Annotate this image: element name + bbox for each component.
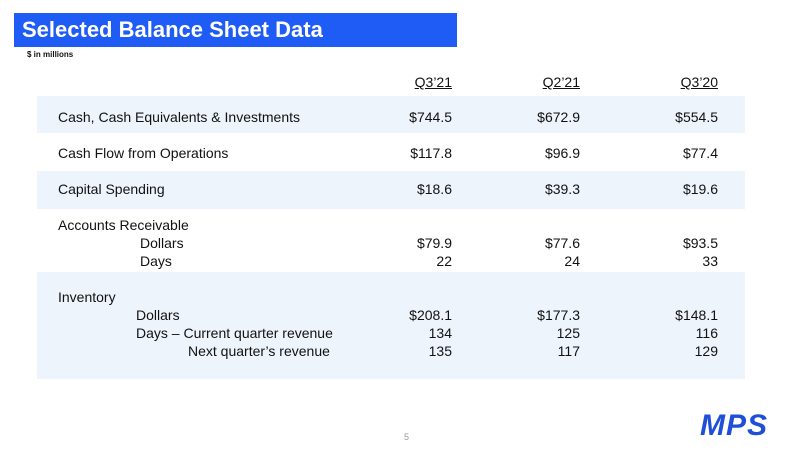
subtitle: $ in millions: [27, 50, 74, 59]
cell: 117: [557, 343, 580, 359]
cell: $554.5: [675, 109, 718, 125]
sub-row-label: Days: [140, 253, 172, 269]
cell: 125: [556, 325, 580, 341]
column-header: Q3’20: [680, 74, 718, 90]
cell: $96.9: [544, 145, 580, 161]
cell: $744.5: [409, 109, 452, 125]
sub-row-label: Dollars: [140, 235, 184, 251]
cell: $39.3: [544, 181, 580, 197]
cell: $148.1: [675, 307, 718, 323]
title-bar: [14, 13, 457, 47]
cell: $19.6: [682, 181, 718, 197]
column-header: Q3’21: [414, 74, 452, 90]
row-label: Cash Flow from Operations: [58, 145, 229, 161]
cell: 129: [694, 343, 718, 359]
row-label: Capital Spending: [58, 181, 165, 197]
cell: $117.8: [410, 145, 452, 161]
cell: 135: [428, 343, 452, 359]
row-label: Accounts Receivable: [58, 217, 189, 233]
cell: 134: [428, 325, 452, 341]
cell: 33: [702, 253, 718, 269]
cell: 116: [695, 325, 718, 341]
cell: $672.9: [537, 109, 580, 125]
logo: MPS: [700, 409, 769, 442]
cell: $77.6: [544, 235, 580, 251]
cell: $79.9: [416, 235, 452, 251]
title: Selected Balance Sheet Data: [22, 17, 323, 42]
row-band: [37, 96, 745, 133]
row-band: [37, 171, 745, 209]
row-label: Inventory: [58, 289, 116, 305]
cell: 24: [564, 253, 580, 269]
cell: 22: [436, 253, 452, 269]
sub-row-label: Days – Current quarter revenue: [136, 325, 333, 341]
cell: $177.3: [537, 307, 580, 323]
cell: $18.6: [416, 181, 452, 197]
cell: $93.5: [682, 235, 718, 251]
sub-row-label: Dollars: [136, 307, 180, 323]
cell: $208.1: [409, 307, 452, 323]
cell: $77.4: [682, 145, 718, 161]
page-number: 5: [404, 432, 410, 442]
row-label: Cash, Cash Equivalents & Investments: [58, 109, 301, 125]
row-band: [37, 272, 745, 379]
column-header: Q2’21: [542, 74, 580, 90]
sub-row-label: Next quarter’s revenue: [188, 343, 330, 359]
